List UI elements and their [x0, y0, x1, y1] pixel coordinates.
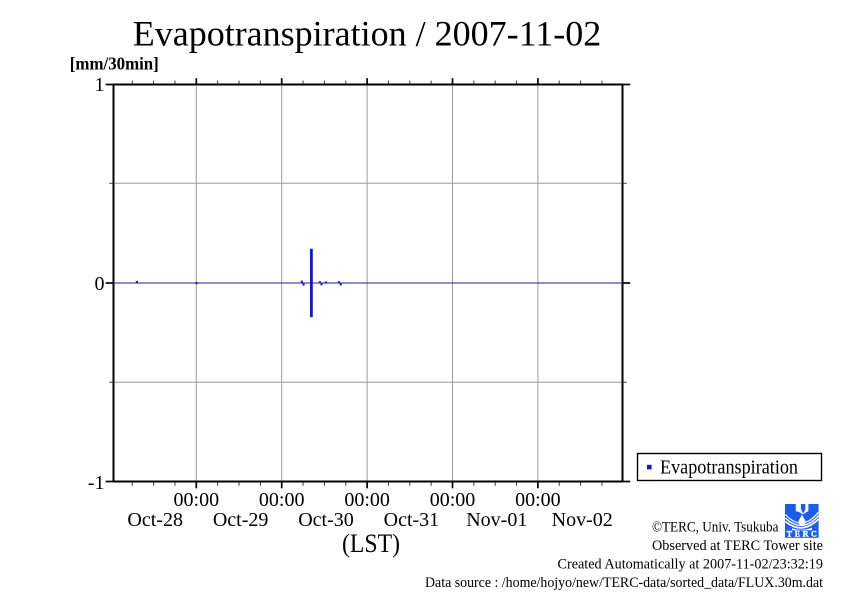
svg-text:00:00: 00:00	[174, 489, 220, 511]
svg-text:00:00: 00:00	[430, 489, 476, 511]
svg-text:TERC: TERC	[787, 530, 820, 539]
svg-text:-1: -1	[88, 472, 105, 494]
svg-text:Oct-29: Oct-29	[213, 509, 269, 531]
svg-text:Nov-02: Nov-02	[552, 509, 613, 531]
svg-text:00:00: 00:00	[344, 489, 390, 511]
svg-text:1: 1	[95, 74, 105, 96]
svg-text:0: 0	[95, 273, 105, 295]
svg-text:(LST): (LST)	[342, 529, 400, 558]
svg-text:Evapotranspiration: Evapotranspiration	[660, 457, 798, 478]
svg-text:Oct-30: Oct-30	[298, 509, 354, 531]
svg-text:Created Automatically at 2007-: Created Automatically at 2007-11-02/23:3…	[558, 557, 824, 573]
svg-text:Observed at TERC Tower site: Observed at TERC Tower site	[652, 538, 823, 554]
svg-text:Data source : /home/hojyo/new/: Data source : /home/hojyo/new/TERC-data/…	[425, 575, 824, 591]
svg-text:[mm/30min]: [mm/30min]	[70, 54, 159, 74]
svg-text:©TERC, Univ. Tsukuba: ©TERC, Univ. Tsukuba	[652, 520, 779, 536]
svg-text:00:00: 00:00	[515, 489, 561, 511]
svg-text:Oct-31: Oct-31	[384, 509, 440, 531]
svg-text:00:00: 00:00	[259, 489, 305, 511]
svg-text:Nov-01: Nov-01	[466, 509, 527, 531]
svg-text:Oct-28: Oct-28	[127, 509, 183, 531]
svg-text:Evapotranspiration / 2007-11-0: Evapotranspiration / 2007-11-02	[133, 14, 602, 54]
